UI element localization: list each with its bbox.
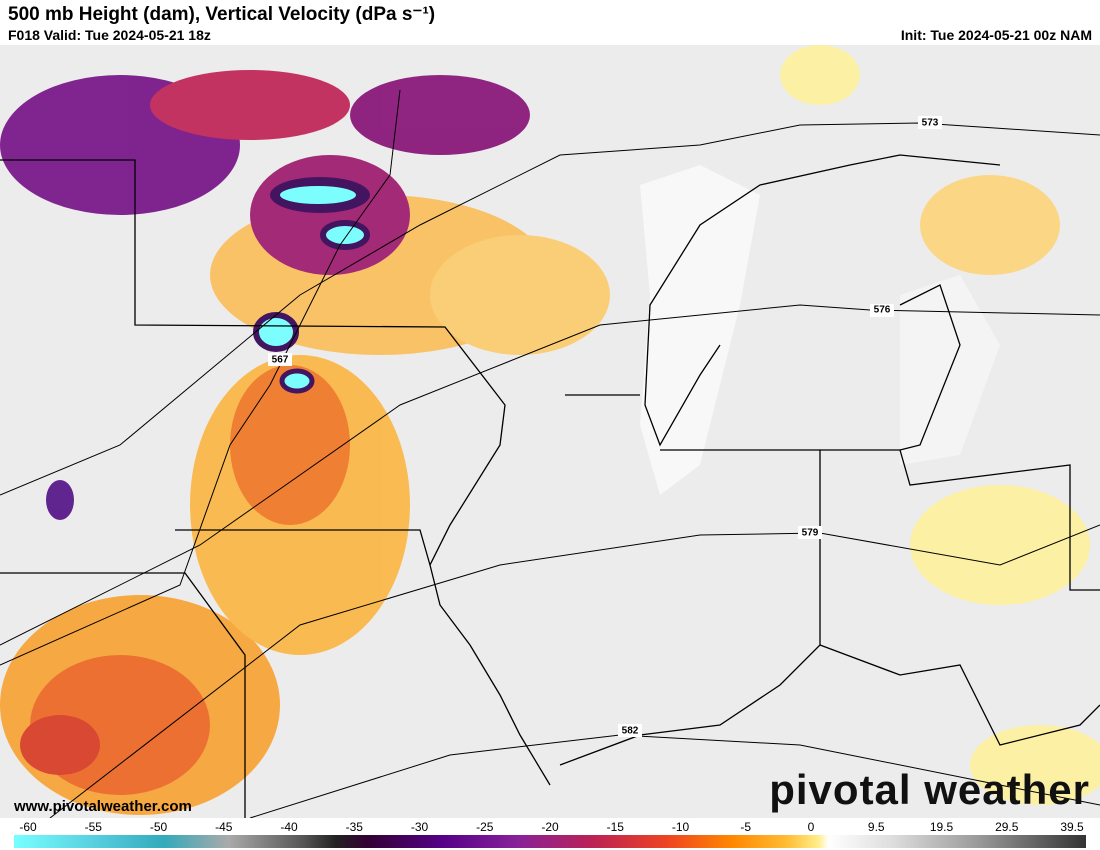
velocity-field <box>0 45 1100 815</box>
colorbar-label: -15 <box>606 820 624 834</box>
colorbar-label: -5 <box>740 820 752 834</box>
colorbar-label: -45 <box>215 820 233 834</box>
contour-label: 567 <box>272 355 289 366</box>
logo: pivotal weather <box>769 766 1090 813</box>
title: 500 mb Height (dam), Vertical Velocity (… <box>8 4 436 25</box>
contour-label: 573 <box>922 118 939 129</box>
colorbar-label: -30 <box>410 820 429 834</box>
contour-label: 579 <box>802 528 819 539</box>
init-time: Init: Tue 2024-05-21 00z NAM <box>900 27 1092 43</box>
colorbar-label: -50 <box>149 820 168 834</box>
colorbar-label: 19.5 <box>929 820 954 834</box>
colorbar-label: 39.5 <box>1060 820 1084 834</box>
colorbar-label: -40 <box>280 820 298 834</box>
contour-labels: 573 576 567 579 582 <box>268 116 942 737</box>
colorbar <box>14 835 1086 848</box>
colorbar-label: 9.5 <box>867 820 885 834</box>
colorbar-label: -10 <box>671 820 690 834</box>
colorbar-label: -20 <box>541 820 559 834</box>
contour-label: 576 <box>874 305 891 316</box>
colorbar-label: -25 <box>476 820 494 834</box>
colorbar-label: 0 <box>807 820 815 834</box>
map: 573 576 567 579 582 <box>0 45 1100 818</box>
colorbar-label: 29.5 <box>995 820 1019 834</box>
contour-label: 582 <box>622 726 639 737</box>
colorbar-label: -55 <box>84 820 102 834</box>
valid-time: F018 Valid: Tue 2024-05-21 18z <box>8 27 211 43</box>
colorbar-label: -60 <box>19 820 37 834</box>
colorbar-label: -35 <box>345 820 363 834</box>
website: www.pivotalweather.com <box>14 798 192 815</box>
